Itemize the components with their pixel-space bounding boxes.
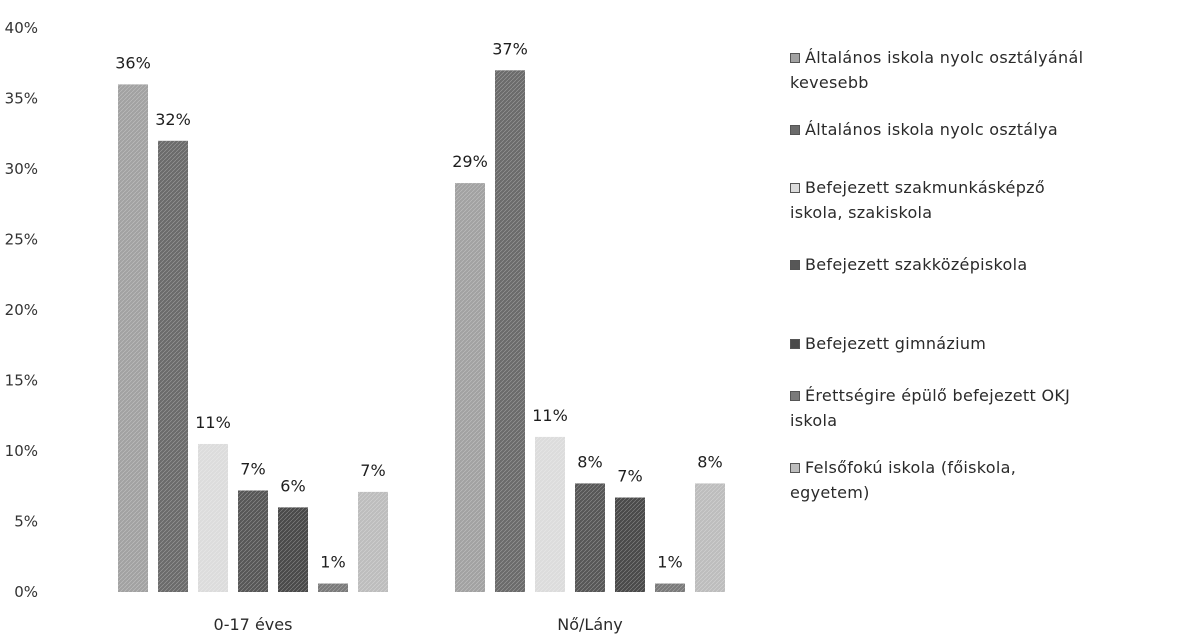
data-label: 11% xyxy=(532,406,568,425)
legend-item: Befejezett szakközépiskola xyxy=(790,252,1190,277)
bar-texture xyxy=(615,497,645,592)
x-category-label: 0-17 éves xyxy=(214,615,293,634)
data-label: 29% xyxy=(452,152,488,171)
data-label: 8% xyxy=(577,452,602,471)
y-tick-label: 30% xyxy=(5,160,38,178)
legend-label: Befejezett szakközépiskola xyxy=(805,255,1028,274)
legend-swatch xyxy=(790,391,800,401)
y-tick-label: 20% xyxy=(5,301,38,319)
legend-item: Általános iskola nyolc osztálya xyxy=(790,117,1190,142)
bar-texture xyxy=(278,507,308,592)
legend-label: Befejezett gimnázium xyxy=(805,334,987,353)
legend-swatch xyxy=(790,463,800,473)
bar-texture xyxy=(118,84,148,593)
y-tick-label: 10% xyxy=(5,442,38,460)
data-label: 7% xyxy=(240,459,265,478)
bars xyxy=(118,70,725,593)
legend-label: Általános iskola nyolc osztálya xyxy=(805,120,1059,139)
y-tick-label: 25% xyxy=(5,231,38,249)
bar-texture xyxy=(358,491,388,592)
bar-texture xyxy=(695,483,725,592)
data-label: 7% xyxy=(617,467,642,486)
data-label: 1% xyxy=(657,553,682,572)
data-label: 36% xyxy=(115,53,151,72)
legend-label: Általános iskola nyolc osztályánál xyxy=(805,48,1084,67)
bar-texture xyxy=(495,70,525,593)
legend-label: egyetem) xyxy=(790,483,870,502)
y-tick-label: 0% xyxy=(14,583,38,601)
data-label: 6% xyxy=(280,476,305,495)
data-label: 32% xyxy=(155,110,191,129)
bar-texture xyxy=(158,140,188,593)
bar-texture xyxy=(238,490,268,592)
legend-label: kevesebb xyxy=(790,73,869,92)
y-axis: 0% 5% 10% 15% 20% 25% 30% 35% 40% xyxy=(5,19,38,601)
data-label: 1% xyxy=(320,553,345,572)
legend-swatch xyxy=(790,53,800,63)
legend-item: Általános iskola nyolc osztályánál kevese… xyxy=(790,45,1190,95)
data-label: 7% xyxy=(360,461,385,480)
legend-item: Befejezett szakmunkásképző iskola, szakis… xyxy=(790,175,1190,225)
data-labels: 36% 29% 32% 37% 11% 11% 7% 8% 6% 7% 1% 1% 7% 8% xyxy=(115,39,722,571)
x-category-label: Nő/Lány xyxy=(557,615,622,634)
legend-swatch xyxy=(790,125,800,135)
legend-label: Felsőfokú iskola (főiskola, xyxy=(805,458,1017,477)
bar-texture xyxy=(198,443,228,592)
y-tick-label: 15% xyxy=(5,372,38,390)
legend-label: iskola xyxy=(790,411,838,430)
bar-texture xyxy=(318,583,348,592)
bar-texture xyxy=(575,483,605,592)
y-tick-label: 5% xyxy=(14,513,38,531)
legend-swatch xyxy=(790,339,800,349)
legend-swatch xyxy=(790,260,800,270)
legend-label: Érettségire épülő befejezett OKJ xyxy=(805,386,1071,405)
bar-texture xyxy=(655,583,685,592)
data-label: 11% xyxy=(195,413,231,432)
y-tick-label: 35% xyxy=(5,90,38,108)
x-axis: 0-17 éves Nő/Lány xyxy=(214,615,623,634)
data-label: 37% xyxy=(492,39,528,58)
legend-item: Befejezett gimnázium xyxy=(790,331,1190,356)
legend-item: Felsőfokú iskola (főiskola, egyetem) xyxy=(790,455,1190,505)
legend-label: iskola, szakiskola xyxy=(790,203,933,222)
legend-item: Érettségire épülő befejezett OKJ iskola xyxy=(790,383,1190,433)
y-tick-label: 40% xyxy=(5,19,38,37)
legend-swatch xyxy=(790,183,800,193)
legend-label: Befejezett szakmunkásképző xyxy=(805,178,1045,197)
data-label: 8% xyxy=(697,452,722,471)
bar-texture xyxy=(535,436,565,592)
bar-chart: 0% 5% 10% 15% 20% 25% 30% 35% 40% 36% 29% 32% 37% 11… xyxy=(5,19,725,634)
bar-texture xyxy=(455,183,485,592)
